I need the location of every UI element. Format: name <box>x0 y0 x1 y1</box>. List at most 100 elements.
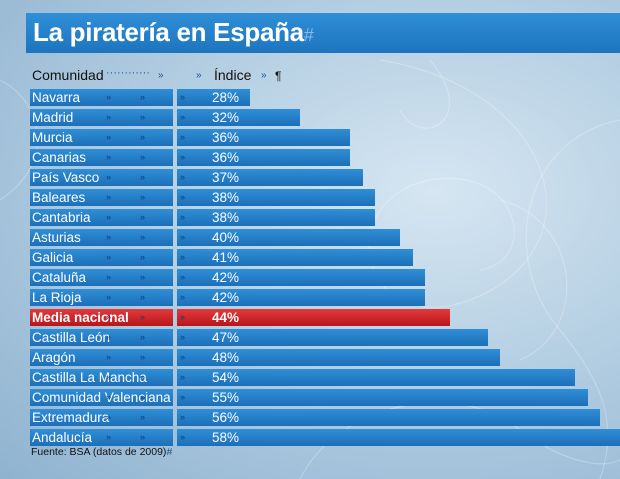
bar-row: Extremadura»» » 56% <box>0 409 620 426</box>
category-label: Navarra <box>32 90 81 105</box>
guillemet-icon: » <box>140 92 146 102</box>
guillemet-icon: » <box>180 432 186 442</box>
category-label: La Rioja <box>32 290 82 305</box>
value-label: 42% <box>212 270 240 285</box>
guillemet-icon: » <box>140 212 146 222</box>
category-label: Galicia <box>32 250 74 265</box>
category-label-box: Madrid » » <box>30 109 173 126</box>
header-guillemet-icon: » <box>196 70 202 81</box>
guillemet-icon: » <box>180 412 186 422</box>
bar-row: Navarra » » » 28% <box>0 89 620 106</box>
bar-row: Murcia » » » 36% <box>0 129 620 146</box>
category-label: País Vasco <box>32 170 100 185</box>
guillemet-icon: » <box>140 352 146 362</box>
category-label: Madrid <box>32 110 74 125</box>
bar-row: Canarias » » » 36% <box>0 149 620 166</box>
source-note: Fuente: BSA (datos de 2009)# <box>31 446 173 458</box>
bar: » <box>177 329 488 346</box>
value-label: 48% <box>212 350 240 365</box>
guillemet-icon: » <box>106 192 112 202</box>
category-label-box: Canarias » » <box>30 149 173 166</box>
category-label: Canarias <box>32 150 87 165</box>
guillemet-icon: » <box>106 432 112 442</box>
bar: » <box>177 349 500 366</box>
category-label: Extremadura <box>32 410 110 425</box>
category-label-box: Andalucía » » <box>30 429 173 446</box>
value-label: 36% <box>212 150 240 165</box>
guillemet-icon: » <box>106 272 112 282</box>
category-label: Castilla La Mancha <box>32 370 147 385</box>
bar-row: Media nacional»»» 44% <box>0 309 620 326</box>
chart-title: La piratería en España# <box>33 17 314 47</box>
guillemet-icon: » <box>106 392 112 402</box>
category-label: Asturias <box>32 230 81 245</box>
value-label: 41% <box>212 250 240 265</box>
header-leader-dots: ············ <box>106 67 150 79</box>
category-label-box: País Vasco » » <box>30 169 173 186</box>
guillemet-icon: » <box>140 192 146 202</box>
value-label: 36% <box>212 130 240 145</box>
category-label: Media nacional <box>32 310 129 325</box>
guillemet-icon: » <box>106 212 112 222</box>
bar-row: Cataluña » » » 42% <box>0 269 620 286</box>
bar: » <box>177 89 250 106</box>
category-label-box: Cataluña » » <box>30 269 173 286</box>
category-label: Comunidad Valenciana <box>32 390 171 405</box>
value-label: 42% <box>212 290 240 305</box>
guillemet-icon: » <box>180 92 186 102</box>
bar-row: La Rioja » » » 42% <box>0 289 620 306</box>
category-label-box: Castilla La Mancha» » <box>30 369 173 386</box>
guillemet-icon: » <box>180 272 186 282</box>
bar-row: Aragón » » » 48% <box>0 349 620 366</box>
header-pilcrow-icon: ¶ <box>275 69 282 83</box>
category-label-box: Castilla León»» <box>30 329 173 346</box>
guillemet-icon: » <box>106 252 112 262</box>
value-label: 56% <box>212 410 240 425</box>
bar: » <box>177 189 375 206</box>
guillemet-icon: » <box>106 92 112 102</box>
guillemet-icon: » <box>180 132 186 142</box>
guillemet-icon: » <box>140 152 146 162</box>
bar: » <box>177 269 425 286</box>
value-label: 47% <box>212 330 240 345</box>
value-label: 38% <box>212 210 240 225</box>
bar-row: Galicia » » » 41% <box>0 249 620 266</box>
bar: » <box>177 369 575 386</box>
title-bar: La piratería en España# <box>26 13 620 53</box>
value-label: 40% <box>212 230 240 245</box>
guillemet-icon: » <box>180 252 186 262</box>
guillemet-icon: » <box>140 252 146 262</box>
guillemet-icon: » <box>140 372 146 382</box>
bar: » <box>177 129 350 146</box>
guillemet-icon: » <box>140 112 146 122</box>
bar: » <box>177 149 350 166</box>
guillemet-icon: » <box>140 312 146 322</box>
category-label-box: Galicia » » <box>30 249 173 266</box>
category-label-box: Aragón » » <box>30 349 173 366</box>
title-mark: # <box>303 25 314 45</box>
category-label: Cataluña <box>32 270 87 285</box>
category-label: Cantabria <box>32 210 91 225</box>
bar-row: Madrid » » » 32% <box>0 109 620 126</box>
bar-row: Comunidad Valenciana»»» 55% <box>0 389 620 406</box>
bar: » <box>177 249 413 266</box>
guillemet-icon: » <box>180 332 186 342</box>
value-label: 28% <box>212 90 240 105</box>
value-label: 37% <box>212 170 240 185</box>
value-label: 44% <box>212 310 240 325</box>
guillemet-icon: » <box>180 292 186 302</box>
bar: » <box>177 429 620 446</box>
guillemet-icon: » <box>106 152 112 162</box>
category-label-box: Media nacional»» <box>30 309 173 326</box>
category-label-box: Extremadura»» <box>30 409 173 426</box>
value-label: 32% <box>212 110 240 125</box>
guillemet-icon: » <box>140 392 146 402</box>
source-mark-icon: # <box>166 446 173 458</box>
header-indice: Índice <box>214 67 252 83</box>
bar: » <box>177 309 450 326</box>
guillemet-icon: » <box>180 312 186 322</box>
header-comunidad: Comunidad <box>32 67 104 83</box>
category-label: Baleares <box>32 190 86 205</box>
category-label-box: Murcia » » <box>30 129 173 146</box>
guillemet-icon: » <box>106 332 112 342</box>
